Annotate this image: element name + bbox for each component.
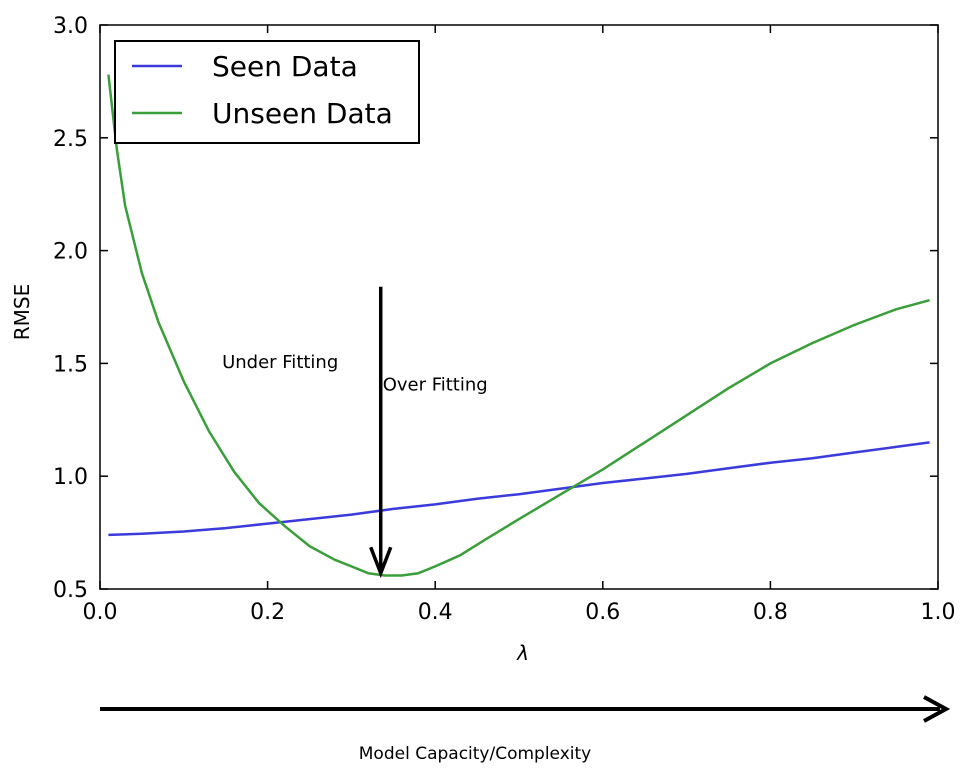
legend-label-unseen-data: Unseen Data bbox=[212, 97, 393, 130]
series-layer bbox=[107, 74, 930, 577]
optimum-arrow-head bbox=[369, 546, 393, 579]
legend-label-seen-data: Seen Data bbox=[212, 50, 358, 83]
y-axis-ticks: 0.5 1.0 1.5 2.0 2.5 3.0 bbox=[53, 14, 938, 603]
y-axis-label: RMSE bbox=[10, 284, 34, 340]
x-tick-label: 0.4 bbox=[418, 600, 453, 625]
y-tick-label: 1.5 bbox=[53, 352, 88, 377]
optimum-arrow bbox=[369, 286, 393, 579]
x-tick-label: 0.6 bbox=[585, 600, 620, 625]
x-axis-label: λ bbox=[516, 641, 529, 665]
series-line-seen-data bbox=[108, 441, 930, 537]
plot-frame bbox=[99, 24, 939, 590]
legend: Seen Data Unseen Data bbox=[114, 40, 420, 144]
under-fitting-annotation: Under Fitting bbox=[222, 352, 338, 373]
y-tick-label: 2.0 bbox=[53, 240, 88, 265]
y-tick-label: 3.0 bbox=[53, 14, 88, 39]
over-fitting-annotation: Over Fitting bbox=[383, 374, 488, 395]
capacity-label: Model Capacity/Complexity bbox=[359, 744, 591, 764]
series-line-unseen-data bbox=[107, 74, 930, 577]
capacity-arrow bbox=[100, 695, 951, 723]
y-tick-label: 2.5 bbox=[53, 127, 88, 152]
y-tick-label: 0.5 bbox=[53, 578, 88, 603]
x-tick-label: 0.0 bbox=[83, 600, 118, 625]
x-tick-label: 0.2 bbox=[250, 600, 285, 625]
x-tick-label: 0.8 bbox=[753, 600, 788, 625]
x-axis-ticks: 0.0 0.2 0.4 0.6 0.8 1.0 bbox=[83, 25, 956, 625]
y-tick-label: 1.0 bbox=[53, 465, 88, 490]
capacity-arrow-head bbox=[923, 695, 951, 723]
legend-box bbox=[114, 40, 420, 144]
x-tick-label: 1.0 bbox=[921, 600, 956, 625]
